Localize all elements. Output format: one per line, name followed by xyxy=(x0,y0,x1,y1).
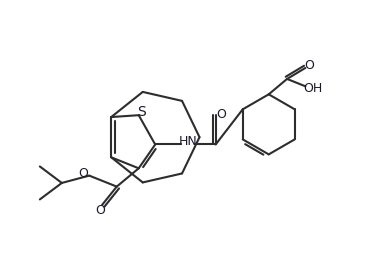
Text: O: O xyxy=(95,204,105,217)
Text: S: S xyxy=(137,105,146,118)
Text: HN: HN xyxy=(179,135,197,148)
Text: OH: OH xyxy=(303,82,322,95)
Text: O: O xyxy=(304,59,314,71)
Text: O: O xyxy=(216,108,226,121)
Text: O: O xyxy=(78,167,87,180)
